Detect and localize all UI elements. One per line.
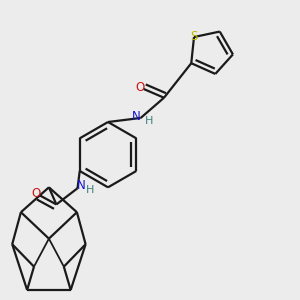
- Text: N: N: [132, 110, 141, 123]
- Text: H: H: [86, 185, 94, 195]
- Text: N: N: [77, 179, 86, 192]
- Text: O: O: [135, 81, 145, 94]
- Text: O: O: [31, 187, 40, 200]
- Text: H: H: [145, 116, 154, 126]
- Text: S: S: [190, 30, 198, 43]
